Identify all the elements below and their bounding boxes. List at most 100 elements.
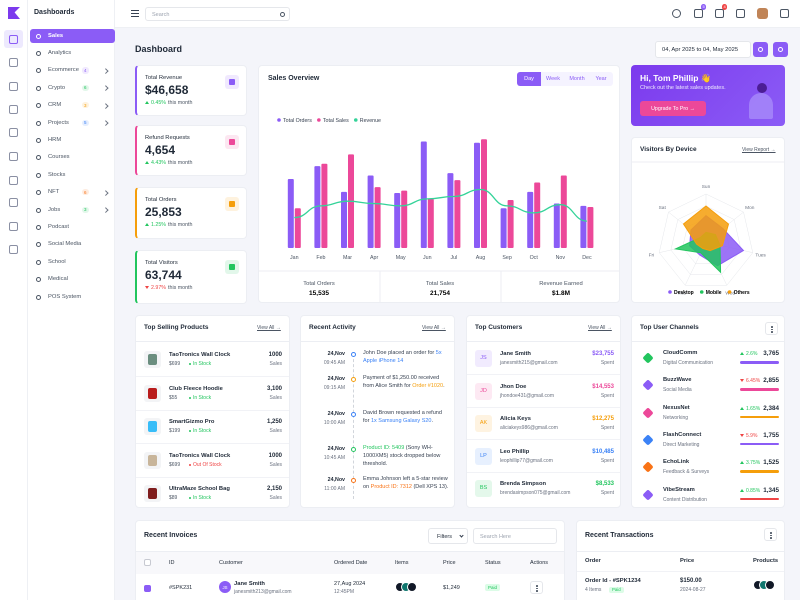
upgrade-label: Upgrade To Pro → <box>651 105 695 112</box>
toolbar-icon[interactable] <box>715 9 724 18</box>
checkbox[interactable] <box>144 559 151 566</box>
tab[interactable]: Day <box>517 72 541 86</box>
bar <box>401 190 408 248</box>
tab[interactable]: Year <box>589 72 613 86</box>
nav-item[interactable]: Projects 5 <box>30 116 115 130</box>
nav-label: Crypto <box>48 84 66 91</box>
tab[interactable]: Month <box>565 72 589 86</box>
upgrade-button[interactable]: Upgrade To Pro → <box>640 101 706 116</box>
rail-icon[interactable] <box>9 222 18 231</box>
customer-email: janesmith215@gmail.com <box>500 360 558 366</box>
toolbar-icon[interactable] <box>672 9 681 18</box>
order-status: Paid <box>609 586 624 593</box>
nav-item[interactable]: School <box>30 255 115 269</box>
nav-label: Ecommerce <box>48 67 79 74</box>
bar <box>394 193 401 248</box>
rail-icon[interactable] <box>9 82 18 91</box>
filter-button[interactable]: Filters <box>428 528 468 544</box>
legend-swatch <box>699 290 704 294</box>
nav-badge: 6 <box>82 189 89 196</box>
radar-area <box>682 205 730 252</box>
rail-icon[interactable] <box>9 198 18 207</box>
more-button[interactable] <box>765 322 778 335</box>
rail-icon[interactable] <box>9 58 18 67</box>
product-thumb <box>148 454 157 466</box>
rail-icon[interactable] <box>9 128 18 137</box>
date-range-text: 04, Apr 2025 to 04, May 2025 <box>662 47 739 53</box>
bar <box>560 175 567 248</box>
nav-item[interactable]: HRM <box>30 133 115 147</box>
radar-axis-label: Sat <box>659 205 667 211</box>
menu-line <box>131 10 139 12</box>
channel-name: EchoLink <box>663 459 690 466</box>
channels-card: Top User Channels CloudComm Digital Commun… <box>631 315 785 508</box>
rail-icon[interactable] <box>9 245 18 254</box>
nav-item[interactable]: Analytics <box>30 46 115 60</box>
search-box[interactable]: Search <box>145 7 290 21</box>
product-name: UltraMaze School Bag <box>169 486 230 492</box>
nav-item[interactable]: Stocks <box>30 168 115 182</box>
toolbar-icon[interactable] <box>694 9 703 18</box>
rail-icon[interactable] <box>9 35 18 44</box>
channel-change: 2.6% <box>740 351 757 357</box>
toolbar-icon[interactable] <box>736 9 745 18</box>
nav-item[interactable]: Crypto 6 <box>30 81 115 95</box>
user-avatar[interactable] <box>757 8 768 19</box>
rail-icon[interactable] <box>9 176 18 185</box>
tab[interactable]: Week <box>541 72 565 86</box>
rail-icon[interactable] <box>9 105 18 114</box>
nav-item[interactable]: POS System <box>30 290 115 304</box>
legend-swatch <box>668 290 672 294</box>
x-tick-label: Aug <box>476 255 485 261</box>
activity-text-part: Emma Johnson left a 5-star review on <box>363 476 448 490</box>
product-name: SmartGizmo Pro <box>169 419 215 425</box>
channel-change-value: 0.85% <box>746 487 761 494</box>
chevron <box>103 189 109 195</box>
trend-up-icon <box>740 488 744 492</box>
table-head <box>136 552 564 574</box>
chevron <box>103 207 109 213</box>
customer-name: Leo Phillip <box>500 448 530 455</box>
nav-item[interactable]: Social Media <box>30 238 115 252</box>
illustration <box>757 83 767 93</box>
nav-item[interactable]: Podcast <box>30 220 115 234</box>
radar-grid <box>670 205 742 275</box>
channel-icon <box>642 406 654 419</box>
channel-glyph <box>642 488 654 501</box>
product-name: Club Fleece Hoodie <box>169 385 223 392</box>
card-link[interactable]: View All → <box>422 325 446 331</box>
header-button[interactable] <box>773 42 788 57</box>
nav-item[interactable]: CRM 3 <box>30 99 115 113</box>
search-box[interactable]: Search Here <box>473 528 557 544</box>
card-link[interactable]: View All → <box>588 325 612 331</box>
nav-item[interactable]: NFT 6 <box>30 186 115 200</box>
divider <box>632 341 784 342</box>
summary-label: Total Orders <box>303 281 335 287</box>
nav-item[interactable]: Medical <box>30 273 115 287</box>
product-image <box>144 351 161 368</box>
nav-item[interactable]: Courses <box>30 151 115 165</box>
nav-item[interactable]: Jobs 3 <box>30 203 115 217</box>
more-button[interactable] <box>764 528 777 541</box>
header-button[interactable] <box>753 42 768 57</box>
radar-grid <box>658 193 754 286</box>
nav-item[interactable]: Sales <box>30 29 115 43</box>
stat-card: Refund Requests 4,654 4.43% this month <box>135 125 247 176</box>
card-link[interactable]: View Report → <box>742 147 776 153</box>
card-link[interactable]: View All → <box>257 325 281 331</box>
nav-item[interactable]: Ecommerce 4 <box>30 64 115 78</box>
product-sales: 1000 <box>268 352 282 358</box>
rail-active-bg <box>4 30 23 48</box>
chevron <box>103 68 109 74</box>
date-range[interactable]: 04, Apr 2025 to 04, May 2025 <box>655 41 751 58</box>
stat-icon <box>225 75 239 89</box>
more-button[interactable] <box>530 581 543 594</box>
activity-date: 24,Nov <box>327 376 345 382</box>
rail-icon[interactable] <box>9 152 18 161</box>
nav-label: Analytics <box>48 49 72 56</box>
bar <box>474 142 480 248</box>
row-divider <box>136 376 289 377</box>
toolbar-icon[interactable] <box>780 9 789 18</box>
checkbox-checked[interactable] <box>144 585 151 592</box>
